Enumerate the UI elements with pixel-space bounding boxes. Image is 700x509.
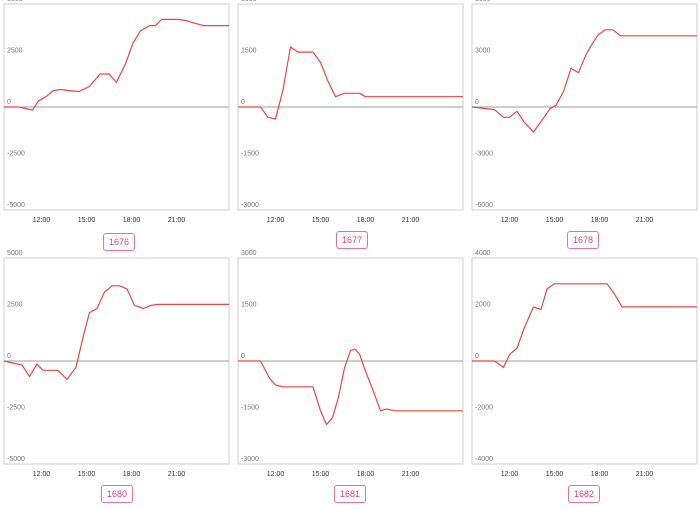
chart-panel-1682: 4000 2000 0 -2000 -4000 12:00 15:00 18:00 21:00 … <box>468 250 700 508</box>
line-chart: 5000 2500 0 -2500 -5000 12:00 15:00 18:00 21:00 <box>3 250 230 478</box>
series-line <box>3 285 229 381</box>
y-tick-label: -3000 <box>475 151 493 158</box>
series-line <box>4 18 229 111</box>
x-tick-label: 18:00 <box>123 471 141 478</box>
x-tick-label: 21:00 <box>168 471 186 478</box>
y-tick-label: -3000 <box>241 456 259 463</box>
y-tick-label: 0 <box>7 99 11 106</box>
y-tick-label: 5000 <box>7 0 23 3</box>
chart-id-button[interactable]: 1681 <box>334 485 367 503</box>
y-tick-label: 0 <box>241 99 245 106</box>
y-tick-label: -1500 <box>241 405 259 412</box>
y-tick-label: 0 <box>475 353 479 360</box>
x-tick-label: 12:00 <box>501 217 519 224</box>
x-tick-label: 12:00 <box>33 217 51 224</box>
y-tick-label: 2500 <box>7 48 23 55</box>
chart-panel-1677: 300015000-1500-300012:0015:0018:0021:00 … <box>234 0 466 254</box>
x-tick-label: 18:00 <box>591 217 609 224</box>
y-tick-label: 0 <box>475 99 479 106</box>
y-tick-label: 2000 <box>475 302 491 309</box>
x-tick-label: 18:00 <box>357 471 375 478</box>
y-tick-label: -5000 <box>7 456 25 463</box>
y-tick-label: 3000 <box>241 250 257 257</box>
x-tick-label: 21:00 <box>168 217 186 224</box>
y-tick-label: -5000 <box>7 202 25 209</box>
x-tick-label: 21:00 <box>636 217 654 224</box>
y-tick-label: 2500 <box>7 302 23 309</box>
y-tick-label: 3000 <box>241 0 257 3</box>
x-tick-label: 18:00 <box>357 217 375 224</box>
chart-id-button[interactable]: 1677 <box>336 231 369 249</box>
y-tick-label: -2500 <box>7 405 25 412</box>
x-tick-label: 12:00 <box>33 471 51 478</box>
x-tick-label: 12:00 <box>267 471 285 478</box>
line-chart: 5000 2500 0 -2500 -5000 12:00 15:00 18:00 21:00 <box>3 0 230 224</box>
line-chart: 4000 2000 0 -2000 -4000 12:00 15:00 18:00 21:00 <box>471 250 698 478</box>
x-tick-label: 15:00 <box>312 217 330 224</box>
series-line <box>471 29 697 133</box>
chart-id-button[interactable]: 1682 <box>568 485 601 503</box>
chart-panel-1676: 500025000-2500-500012:0015:0018:0021:00 … <box>0 0 232 254</box>
chart-id-button[interactable]: 1678 <box>567 231 600 249</box>
y-tick-label: 1500 <box>241 48 257 55</box>
line-chart: 3000 1500 0 -1500 -3000 12:00 15:00 18:00 21:00 <box>237 250 464 478</box>
y-tick-label: -2000 <box>475 405 493 412</box>
y-tick-label: -2500 <box>7 151 25 158</box>
series-line <box>238 46 463 120</box>
x-tick-label: 15:00 <box>78 471 96 478</box>
y-tick-label: 0 <box>7 353 11 360</box>
chart-id-button[interactable]: 1680 <box>101 485 134 503</box>
y-tick-label: -4000 <box>475 456 493 463</box>
series-line <box>472 283 697 369</box>
chart-panel-1680: 5000 2500 0 -2500 -5000 12:00 15:00 18:00 21:00 … <box>0 250 232 508</box>
y-tick-label: 4000 <box>475 250 491 257</box>
x-tick-label: 18:00 <box>123 217 141 224</box>
chart-id-button[interactable]: 1676 <box>103 233 136 251</box>
x-tick-label: 21:00 <box>636 471 654 478</box>
line-chart: 6000 3000 0 -3000 -6000 12:00 15:00 18:00 21:00 <box>471 0 698 224</box>
x-tick-label: 21:00 <box>402 471 420 478</box>
x-tick-label: 18:00 <box>591 471 609 478</box>
line-chart: 3000 1500 0 -1500 -3000 12:00 15:00 18:00 21:00 <box>237 0 464 224</box>
y-tick-label: 0 <box>241 353 245 360</box>
series-line <box>238 348 463 426</box>
x-tick-label: 12:00 <box>501 471 519 478</box>
y-tick-label: 1500 <box>241 302 257 309</box>
x-tick-label: 12:00 <box>267 217 285 224</box>
chart-panel-1681: 3000 1500 0 -1500 -3000 12:00 15:00 18:00 21:00 … <box>234 250 466 508</box>
y-tick-label: -1500 <box>241 151 259 158</box>
x-tick-label: 15:00 <box>546 471 564 478</box>
y-tick-label: 6000 <box>475 0 491 3</box>
x-tick-label: 21:00 <box>402 217 420 224</box>
x-tick-label: 15:00 <box>78 217 96 224</box>
x-tick-label: 15:00 <box>546 217 564 224</box>
chart-panel-1678: 600030000-3000-600012:0015:0018:0021:00 … <box>468 0 700 254</box>
y-tick-label: -3000 <box>241 202 259 209</box>
y-tick-label: 3000 <box>475 48 491 55</box>
x-tick-label: 15:00 <box>312 471 330 478</box>
y-tick-label: 5000 <box>7 250 23 257</box>
y-tick-label: -6000 <box>475 202 493 209</box>
